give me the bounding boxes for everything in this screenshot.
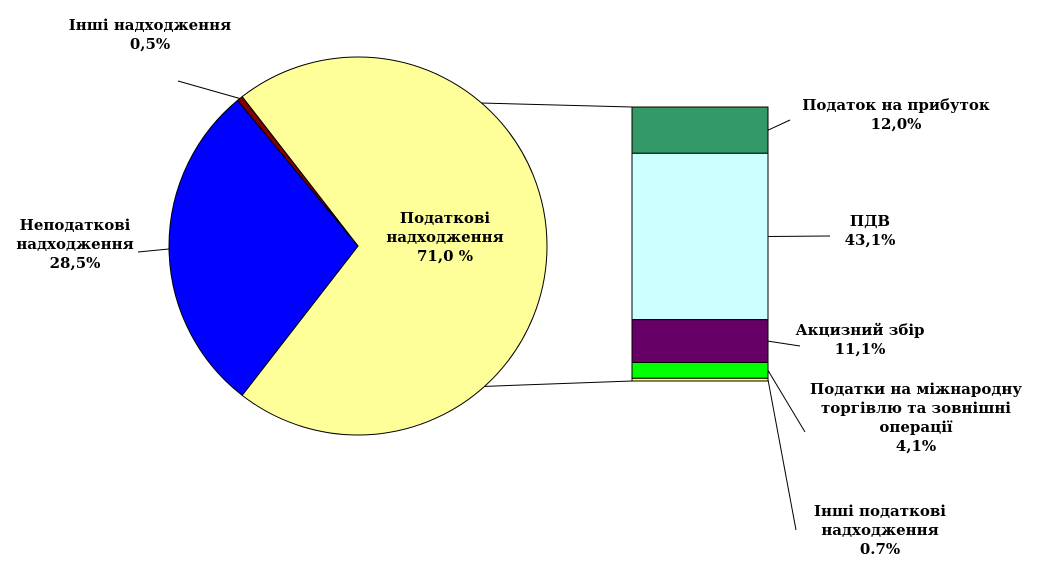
bar-leader-2	[767, 235, 831, 237]
pie-label-неподаткові-надходження: Неподаткові надходження 28,5%	[16, 216, 133, 272]
data-labels: Податкові надходження 71,0 % Неподаткові над…	[16, 16, 1022, 558]
bar-leader-3	[767, 340, 801, 347]
pie-slice-інші-надходження	[236, 95, 359, 247]
pie	[168, 56, 548, 436]
bar-label-акцизний-збір: Акцизний збір 11,1%	[795, 321, 924, 358]
pie-slice-неподаткові-надходження	[168, 99, 359, 397]
bar-segment-податки-на-міжнародну-торгівлю-та-зовнішні-операції	[631, 361, 769, 379]
bar-segment-пдв	[631, 152, 769, 321]
pie-slice-податкові-надходження	[241, 56, 548, 436]
bar-leader-5	[767, 379, 797, 531]
leader-lines	[137, 80, 831, 531]
stacked-bar	[631, 106, 769, 382]
bar-label-податки-на-міжнародну-торгівлю-та-зовнішні-операції: Податки на міжнародну торгівлю та зовнішн…	[810, 380, 1022, 455]
bar-leader-4	[767, 370, 806, 433]
pie-leader-other	[177, 80, 240, 99]
pie-leader-non-tax	[137, 248, 170, 253]
bar-segment-інші-податкові-надходження	[631, 377, 769, 382]
bar-segment-акцизний-збір	[631, 319, 769, 363]
bar-label-пдв: ПДВ 43,1%	[845, 212, 896, 249]
bar-segment-податок-на-прибуток	[631, 106, 769, 154]
pie-label-податкові-надходження: Податкові надходження 71,0 %	[386, 209, 503, 265]
bar-leader-1	[767, 119, 791, 131]
bar-label-податок-на-прибуток: Податок на прибуток 12,0%	[802, 96, 990, 133]
pie-label-інші-надходження: Інші надходження 0,5%	[69, 16, 231, 53]
bar-label-інші-податкові-надходження: Інші податкові надходження 0.7%	[814, 502, 946, 558]
